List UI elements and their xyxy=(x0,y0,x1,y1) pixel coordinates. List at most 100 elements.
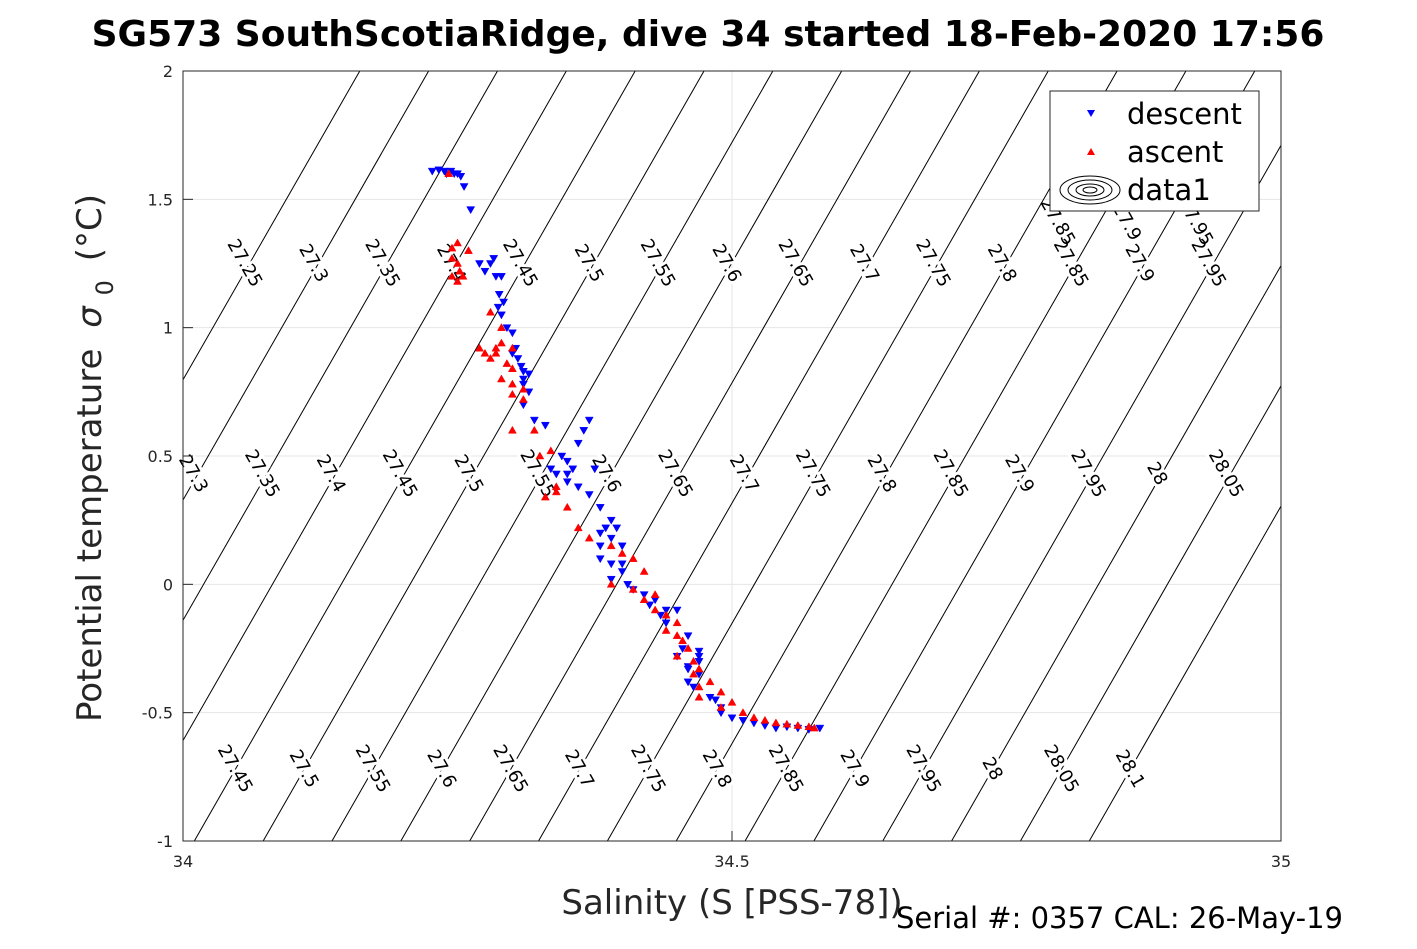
chart-title: SG573 SouthScotiaRidge, dive 34 started … xyxy=(92,14,1325,55)
ascent-point xyxy=(491,348,501,357)
descent-point xyxy=(617,542,627,551)
y-tick-label: 1.5 xyxy=(148,190,173,209)
ascent-point xyxy=(518,384,528,393)
x-axis-label: Salinity (S [PSS-78]) xyxy=(561,883,902,923)
ascent-point xyxy=(453,238,462,247)
ascent-point xyxy=(672,651,682,660)
descent-point xyxy=(579,427,589,435)
descent-point xyxy=(606,516,616,525)
ascent-point xyxy=(661,626,671,634)
contour-line xyxy=(262,71,705,841)
descent-point xyxy=(573,439,583,448)
contour-line xyxy=(183,71,567,742)
ascent-point xyxy=(650,590,660,598)
contour-line xyxy=(183,71,498,622)
data-points xyxy=(427,166,825,734)
contour-line xyxy=(331,71,774,841)
ascent-point xyxy=(486,353,495,362)
legend-contour-icon xyxy=(1059,175,1121,205)
contour-line xyxy=(951,264,1281,841)
ascent-point xyxy=(683,643,693,652)
legend-box xyxy=(1049,90,1260,212)
ascent-point xyxy=(447,271,457,280)
ascent-point xyxy=(760,715,770,724)
legend-ascent-marker xyxy=(1087,148,1095,155)
descent-point xyxy=(524,370,534,379)
ascent-point xyxy=(464,246,473,254)
descent-point xyxy=(584,491,594,500)
ascent-point xyxy=(444,169,454,177)
ascent-point xyxy=(672,618,682,627)
descent-point xyxy=(595,504,605,512)
ascent-point xyxy=(502,359,512,367)
descent-point xyxy=(683,678,693,687)
descent-point xyxy=(595,542,605,551)
contour-line xyxy=(183,71,361,381)
descent-point xyxy=(678,645,688,654)
ascent-point xyxy=(727,697,737,706)
descent-point xyxy=(623,581,633,589)
ascent-point xyxy=(540,492,550,501)
ascent-point xyxy=(507,379,517,388)
descent-point xyxy=(639,591,649,600)
descent-point xyxy=(557,452,567,461)
descent-point xyxy=(661,619,671,628)
y-tick-label: 1 xyxy=(163,319,173,338)
ascent-point xyxy=(617,549,627,557)
ascent-point xyxy=(771,718,781,727)
descent-point xyxy=(466,206,476,215)
descent-point xyxy=(683,665,693,674)
contour-line xyxy=(675,71,1118,841)
y-axis-label-subscript: 0 xyxy=(91,280,119,295)
density-contours xyxy=(183,71,1281,841)
descent-point xyxy=(617,560,627,569)
contour-line xyxy=(469,71,911,841)
legend-label: descent xyxy=(1127,97,1242,131)
ascent-point xyxy=(793,720,803,729)
contour-line xyxy=(538,71,980,841)
legend-label: data1 xyxy=(1127,173,1211,207)
ascent-point xyxy=(480,348,490,357)
contour-line xyxy=(183,71,430,502)
descent-point xyxy=(562,470,572,479)
x-tick-label: 34 xyxy=(173,852,193,871)
ascent-point xyxy=(694,692,704,701)
ascent-point xyxy=(507,343,517,352)
x-tick-label: 35 xyxy=(1271,852,1291,871)
x-tick-label: 34.5 xyxy=(714,852,750,871)
ascent-point xyxy=(606,541,616,550)
descent-point xyxy=(815,724,825,733)
contour-line xyxy=(606,71,1049,841)
descent-point xyxy=(562,457,572,466)
descent-point xyxy=(502,324,512,333)
descent-point xyxy=(617,568,627,577)
svg-text:Potential temperature σ: Potential temperature σ 0 (°C) xyxy=(70,194,122,722)
y-axis-label-symbol: σ xyxy=(70,305,110,328)
descent-point xyxy=(595,529,605,538)
descent-point xyxy=(683,632,693,641)
ascent-point xyxy=(584,533,594,542)
y-tick-label: 2 xyxy=(163,62,173,81)
ascent-point xyxy=(650,605,660,614)
ascent-point xyxy=(573,523,583,532)
ascent-point xyxy=(507,364,517,372)
descent-point xyxy=(513,355,523,363)
descent-point xyxy=(606,560,616,569)
descent-point xyxy=(562,478,572,487)
descent-point xyxy=(601,524,611,533)
descent-point xyxy=(496,273,506,281)
descent-point xyxy=(496,311,506,320)
ascent-point xyxy=(562,502,572,511)
descent-point xyxy=(672,606,682,615)
contour-line xyxy=(1020,384,1281,841)
ascent-point xyxy=(628,554,638,562)
ascent-point xyxy=(716,687,726,696)
ascent-point xyxy=(672,631,682,639)
descent-point xyxy=(494,291,504,299)
serial-cal-footer: Serial #: 0357 CAL: 26-May-19 xyxy=(896,901,1343,935)
ascent-point xyxy=(496,338,506,347)
contour-line xyxy=(1088,505,1281,841)
ascent-point xyxy=(507,389,517,398)
